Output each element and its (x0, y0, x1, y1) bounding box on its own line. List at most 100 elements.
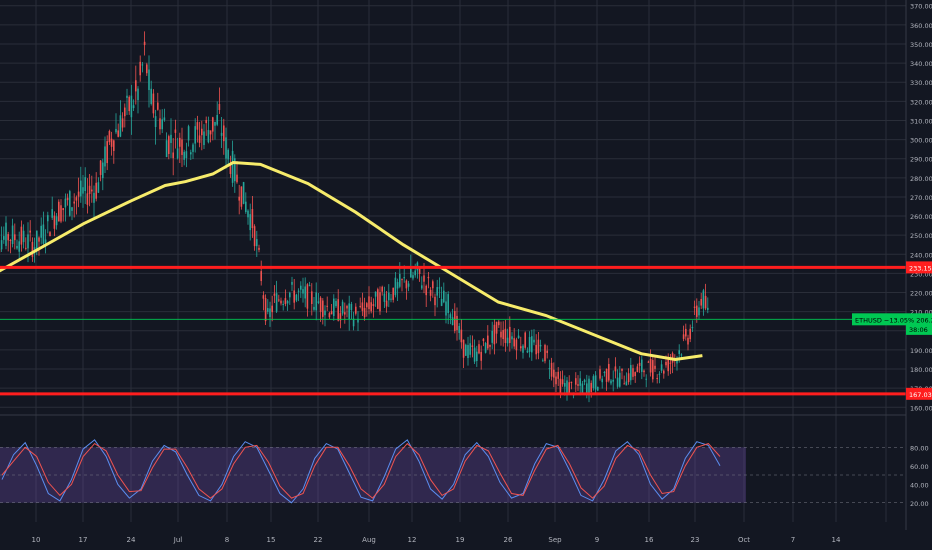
candle-body (636, 366, 639, 373)
candle-body (447, 294, 449, 314)
candle-body (526, 350, 529, 353)
candle-body (691, 326, 694, 329)
candle-body (445, 301, 447, 316)
candle-body (49, 232, 51, 237)
price-tick-label: 300.00 (910, 137, 932, 145)
candle-body (533, 339, 535, 343)
candle-body (418, 267, 421, 274)
candle-body (117, 130, 119, 137)
candle-body (372, 304, 375, 307)
candle-body (324, 310, 326, 316)
candle-body (467, 345, 469, 359)
price-labels: 233.15 167.03 ETHUSD −13.05% 206.20 38:06 (852, 261, 932, 400)
upper-level-tag: 233.15 (906, 261, 932, 274)
candle-body (616, 377, 619, 387)
candle-body (535, 344, 537, 355)
candle-body (267, 308, 269, 312)
candle-body (269, 308, 271, 318)
candle-body (544, 344, 546, 362)
candle-body (293, 290, 295, 303)
candle-body (84, 177, 86, 192)
time-tick-label: 14 (832, 536, 841, 544)
candle-body (148, 69, 150, 91)
oscillator-pane[interactable] (0, 439, 906, 504)
price-tick-label: 370.00 (910, 3, 932, 11)
candle-body (392, 287, 394, 300)
candle-body (95, 182, 97, 199)
time-axis[interactable]: 10 17 24 Jul 8 15 22 Aug 12 19 26 Sep 9 16 23 Oct 7 14 (32, 536, 841, 544)
price-tick-label: 290.00 (910, 156, 932, 164)
oscillator-tick-label: 60.00 (910, 463, 929, 471)
candle-body (333, 298, 335, 316)
candle-body (157, 102, 159, 110)
candle-body (119, 115, 122, 137)
candle-body (154, 116, 157, 128)
candle-body (553, 369, 555, 378)
candle-body (363, 307, 366, 318)
candle-body (586, 383, 588, 395)
candle-body (614, 366, 617, 372)
candle-body (368, 296, 370, 310)
time-tick-label: Jul (173, 536, 183, 544)
candle-body (330, 311, 333, 315)
candle-body (40, 225, 42, 238)
candle-body (16, 245, 18, 249)
candle-body (245, 201, 247, 213)
candle-body (682, 334, 685, 339)
candle-body (14, 234, 16, 241)
time-tick-label: 12 (408, 536, 417, 544)
time-tick-label: 7 (791, 536, 795, 544)
candle-body (458, 325, 460, 333)
candle-body (438, 287, 441, 289)
candle-body (550, 362, 553, 377)
candle-body (176, 148, 179, 159)
candle-body (357, 318, 359, 323)
candle-body (451, 317, 454, 326)
candle-body (214, 121, 216, 126)
candle-body (183, 151, 185, 160)
candle-body (264, 298, 267, 322)
candle-body (73, 201, 75, 204)
moving-average-line (0, 160, 703, 362)
candle-body (344, 312, 346, 315)
price-pane[interactable] (0, 31, 906, 416)
candle-body (630, 365, 632, 381)
candle-body (434, 296, 436, 306)
candle-body (198, 135, 201, 143)
candle-body (482, 338, 485, 342)
candle-body (460, 329, 463, 343)
candle-body (9, 239, 12, 241)
candle-body (663, 370, 665, 374)
candle-body (654, 365, 656, 369)
candle-body (665, 361, 667, 366)
candle-body (168, 136, 170, 155)
candle-body (401, 279, 403, 281)
oscillator-tick-label: 80.00 (910, 444, 929, 452)
candle-body (405, 280, 408, 289)
candle-body (212, 117, 214, 132)
candle-body (469, 343, 471, 355)
candle-body (286, 301, 289, 304)
candle-body (542, 360, 544, 362)
candle-body (619, 372, 621, 387)
candle-body (218, 104, 221, 110)
candle-body (645, 378, 647, 380)
candle-body (440, 298, 443, 306)
candle-body (379, 292, 381, 312)
time-tick-label: 10 (32, 536, 41, 544)
candle-body (20, 226, 23, 245)
candle-body (18, 241, 20, 252)
candle-body (361, 302, 364, 311)
candle-body (473, 347, 476, 362)
candle-body (524, 332, 526, 348)
candle-body (106, 141, 108, 164)
price-axis[interactable]: 160.00170.00180.00190.00200.00210.00220.… (905, 0, 932, 550)
candle-body (487, 335, 489, 349)
candle-body (27, 234, 29, 249)
candle-body (113, 140, 115, 151)
candle-body (249, 214, 251, 231)
candle-body (42, 224, 45, 244)
candle-body (231, 150, 234, 183)
candle-body (53, 215, 56, 229)
